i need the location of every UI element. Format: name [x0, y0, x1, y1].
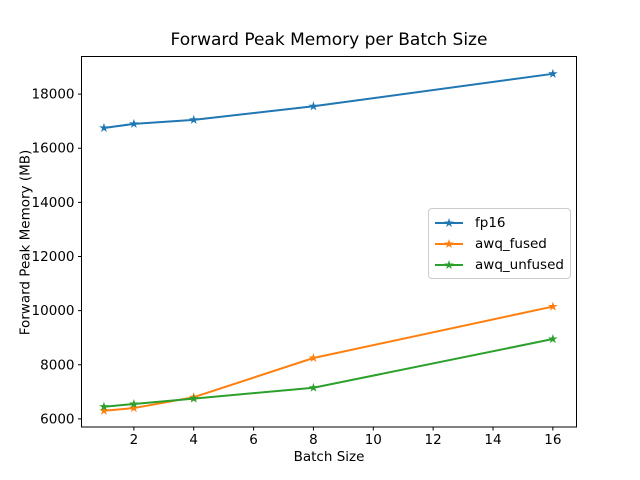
y-tick-label: 8000 [40, 357, 74, 373]
y-tick-label: 18000 [32, 87, 75, 103]
legend-entry-fp16: fp16 [434, 212, 564, 233]
x-tick-label: 2 [130, 432, 139, 448]
marker-awq_unfused-16 [548, 334, 558, 344]
plot-border [81, 56, 577, 428]
marker-fp16-8 [308, 101, 319, 111]
legend: fp16 awq_fused awq_unfused [428, 208, 571, 279]
marker-fp16-4 [188, 114, 199, 124]
chart-title: Forward Peak Memory per Batch Size [170, 30, 488, 50]
y-tick-label: 14000 [32, 195, 75, 211]
legend-line-sample-awq_fused [435, 238, 463, 248]
x-tick-label: 14 [484, 432, 501, 448]
marker-fp16-16 [548, 68, 558, 78]
marker-fp16-2 [129, 118, 139, 128]
legend-line-sample-fp16 [435, 217, 463, 227]
y-tick-label: 10000 [32, 303, 75, 319]
x-axis-label: Batch Size [293, 449, 365, 465]
series-line-awq_unfused [102, 338, 554, 408]
y-tick-label: 12000 [32, 249, 75, 265]
x-tick-label: 10 [365, 432, 382, 448]
marker-awq_unfused-1 [99, 401, 109, 411]
x-tick-label: 6 [249, 432, 258, 448]
marker-fp16-1 [99, 122, 109, 132]
marker-awq_fused-2 [129, 403, 139, 413]
series-line-awq_fused [102, 305, 554, 412]
legend-label-awq_unfused: awq_unfused [475, 256, 564, 273]
x-tick-label: 16 [544, 432, 561, 448]
marker-awq_unfused-4 [188, 393, 199, 403]
legend-entry-awq_unfused: awq_unfused [434, 254, 564, 275]
marker-awq_unfused-2 [129, 399, 139, 409]
series-line-fp16 [102, 72, 554, 129]
legend-label-awq_fused: awq_fused [475, 235, 547, 252]
marker-awq_fused-1 [99, 405, 109, 415]
marker-awq_fused-8 [308, 352, 319, 363]
y-tick-label: 16000 [32, 141, 75, 157]
y-tick-label: 6000 [40, 411, 74, 427]
marker-awq_fused-16 [548, 301, 558, 311]
legend-entry-awq_fused: awq_fused [434, 233, 564, 254]
legend-label-fp16: fp16 [475, 214, 506, 231]
x-tick-label: 12 [425, 432, 442, 448]
x-tick-label: 8 [309, 432, 318, 448]
x-tick-label: 4 [189, 432, 198, 448]
legend-line-sample-awq_unfused [435, 259, 463, 269]
marker-awq_unfused-8 [308, 382, 319, 392]
